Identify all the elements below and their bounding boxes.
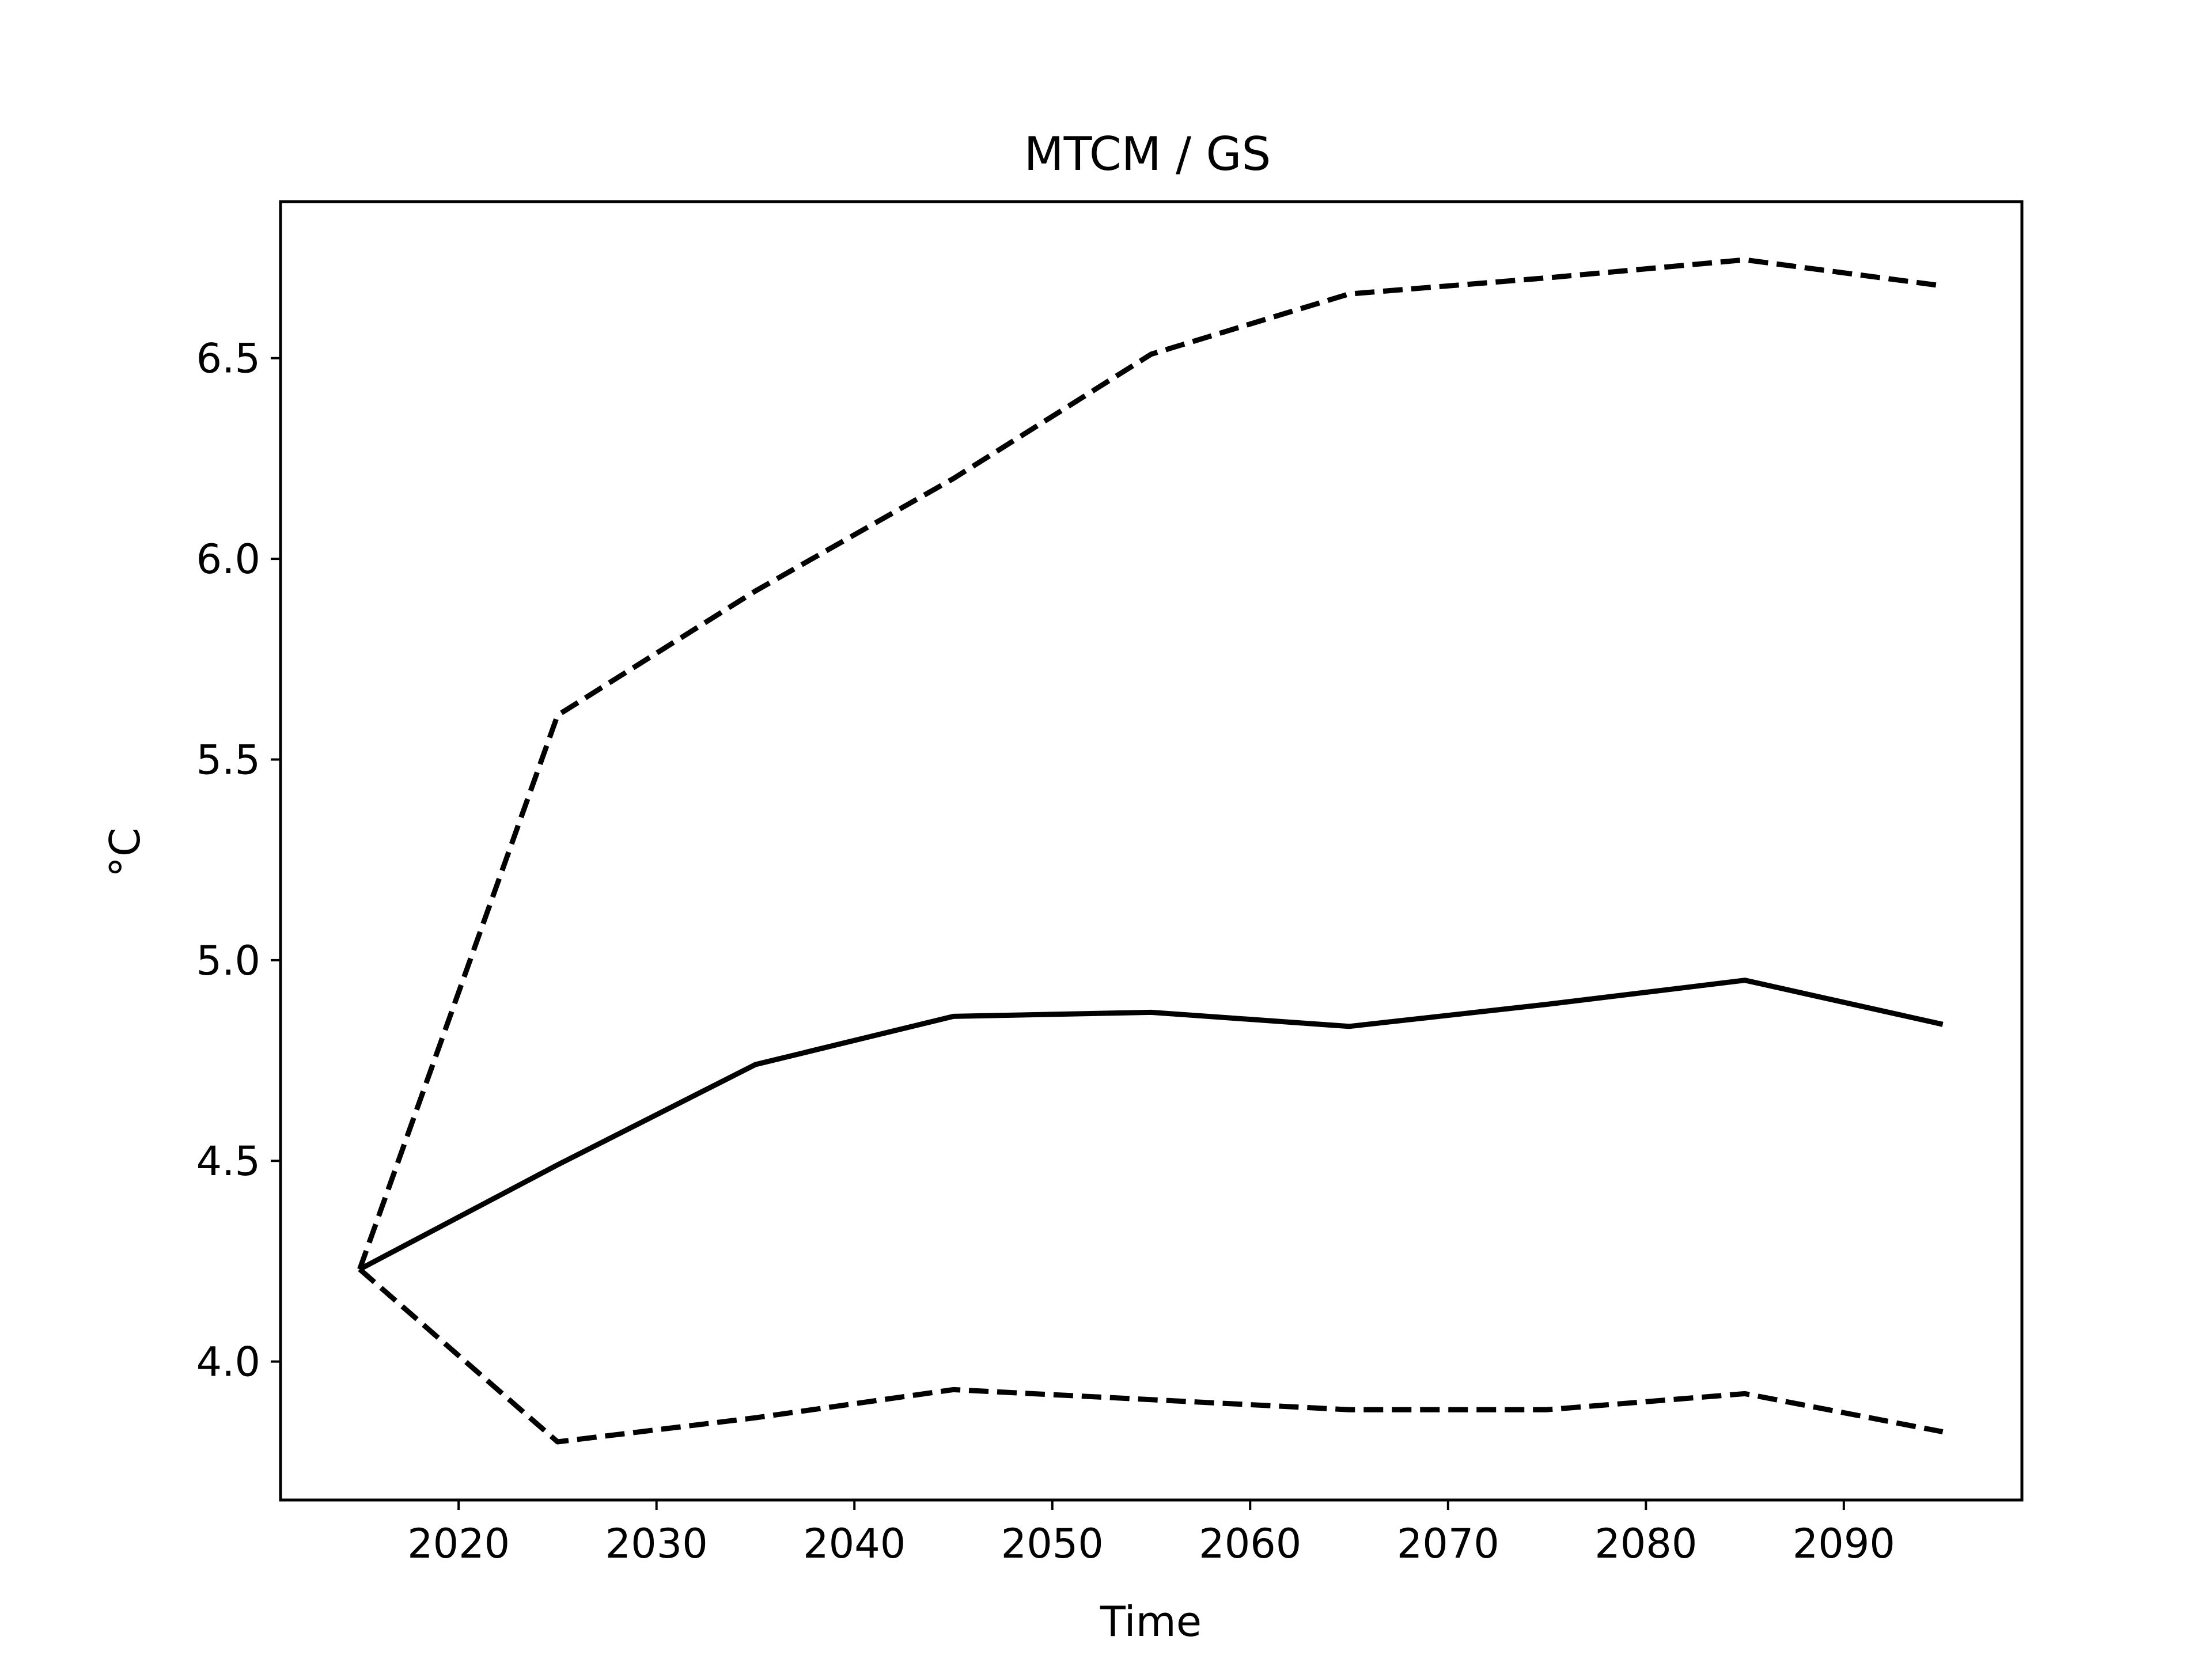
y-tick-label: 6.0	[196, 536, 260, 583]
x-tick-label: 2070	[1397, 1520, 1499, 1567]
y-axis: 4.0 4.5 5.0 5.5 6.0 6.5	[196, 335, 281, 1386]
chart-title: MTCM / GS	[1024, 127, 1271, 181]
series-line-3	[358, 1267, 1944, 1445]
series-line-1	[358, 978, 1944, 1272]
x-tick-label: 2050	[1001, 1520, 1104, 1567]
x-tick-label: 2040	[803, 1520, 906, 1567]
y-tick-label: 6.5	[196, 335, 260, 382]
series-layer	[357, 257, 1944, 1445]
plot-frame	[279, 200, 2024, 1502]
x-axis-label: Time	[1100, 1597, 1202, 1646]
y-tick-label: 5.5	[196, 736, 260, 783]
x-tick-label: 2090	[1793, 1520, 1895, 1567]
y-tick-label: 4.0	[196, 1339, 260, 1386]
y-tick-label: 4.5	[196, 1138, 260, 1185]
x-tick-label: 2060	[1199, 1520, 1301, 1567]
x-tick-label: 2080	[1594, 1520, 1697, 1567]
y-tick-label: 5.0	[196, 937, 260, 984]
x-axis: 2020 2030 2040 2050 2060 2070 2080 2090	[407, 1500, 1895, 1567]
x-tick-label: 2030	[605, 1520, 708, 1567]
series-line-2	[357, 257, 1944, 1270]
x-tick-label: 2020	[407, 1520, 510, 1567]
y-axis-label: °C	[101, 828, 149, 877]
